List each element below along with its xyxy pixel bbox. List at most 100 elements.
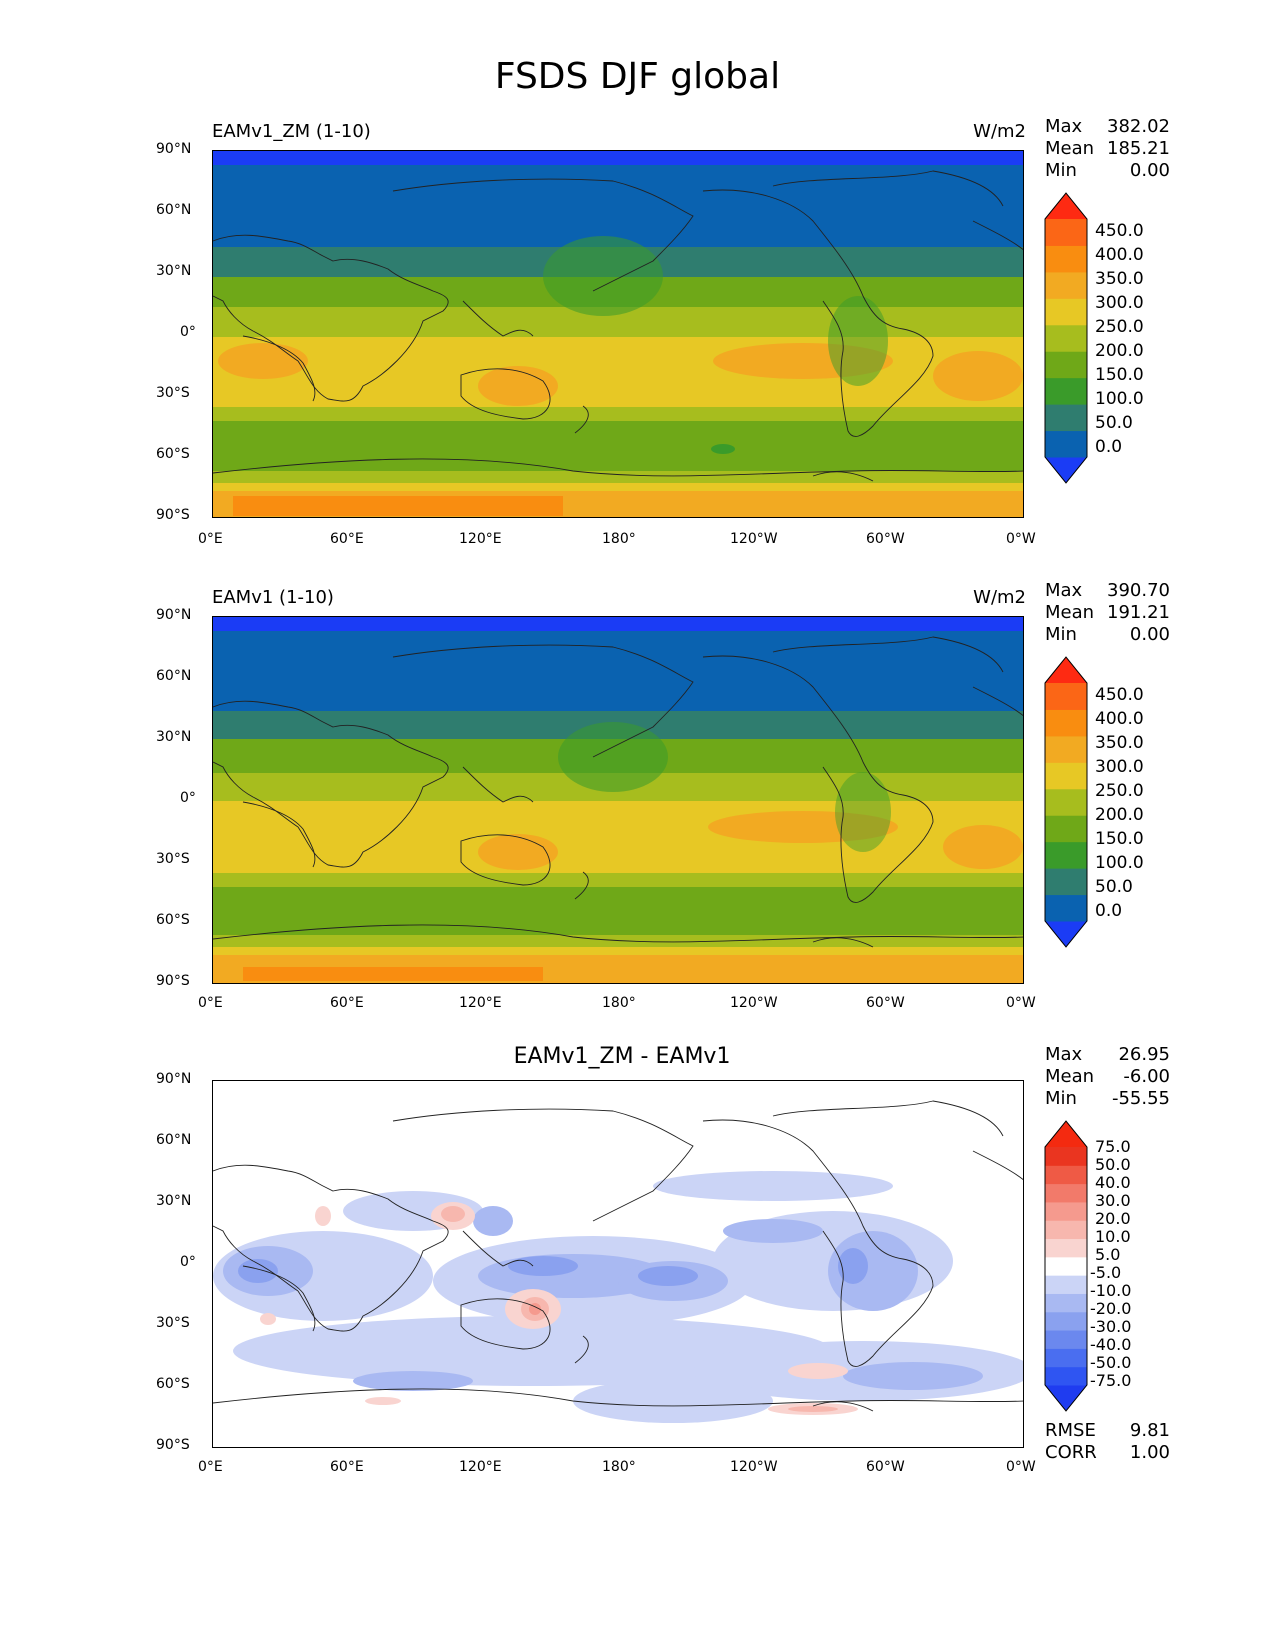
colorbar-segment <box>1045 735 1087 763</box>
panel3-cb-label: -5.0 <box>1090 1263 1122 1282</box>
panel3-cb-label: -40.0 <box>1090 1335 1132 1354</box>
colorbar-segment <box>1045 1311 1087 1331</box>
panel1-ytick: 30°S <box>156 385 190 401</box>
colorbar-segment <box>1045 841 1087 869</box>
colorbar-segment <box>1045 1183 1087 1203</box>
panel3-rmse-label: RMSE <box>1045 1420 1096 1441</box>
colorbar-segment <box>1045 219 1087 246</box>
panel3-cb-label: -20.0 <box>1090 1299 1132 1318</box>
colorbar-segment <box>1045 1165 1087 1185</box>
colorbar-segment <box>1045 1330 1087 1349</box>
panel3-cb-label: -10.0 <box>1090 1281 1132 1300</box>
panel1-max-label: Max <box>1045 116 1083 137</box>
colorbar-segment <box>1045 245 1087 273</box>
colorbar-segment <box>1045 1238 1087 1258</box>
panel3-cb-label: 5.0 <box>1095 1245 1121 1264</box>
figure-title: FSDS DJF global <box>494 56 781 97</box>
panel1-cb-label: 50.0 <box>1095 413 1133 433</box>
panel2-ytick: 0° <box>180 790 196 806</box>
panel3-xtick: 0°W <box>1006 1459 1036 1475</box>
panel3-title: EAMv1_ZM - EAMv1 <box>513 1044 731 1069</box>
panel1-title: EAMv1_ZM (1-10) <box>212 121 371 142</box>
panel1-cb-label: 100.0 <box>1095 389 1144 409</box>
panel2-cb-label: 400.0 <box>1095 709 1144 729</box>
panel3-colorbar <box>1044 1120 1088 1412</box>
panel3-xtick: 60°W <box>866 1459 905 1475</box>
colorbar-segment <box>1045 1366 1087 1386</box>
panel2-colorbar <box>1044 656 1088 948</box>
panel2-xtick: 60°W <box>866 995 905 1011</box>
colorbar-segment <box>1045 404 1087 432</box>
panel1-cb-label: 0.0 <box>1095 437 1123 457</box>
panel1-ytick: 30°N <box>156 263 192 279</box>
panel3-cb-label: 75.0 <box>1095 1137 1131 1156</box>
panel1-ytick: 60°N <box>156 202 192 218</box>
panel3-xtick: 60°E <box>330 1459 364 1475</box>
colorbar-segment <box>1045 1275 1087 1294</box>
colorbar-segment <box>1045 271 1087 299</box>
panel1-xtick: 60°E <box>330 531 364 547</box>
panel3-xtick: 0°E <box>198 1459 223 1475</box>
colorbar-segment <box>1045 377 1087 405</box>
panel2-xtick: 60°E <box>330 995 364 1011</box>
panel3-min-label: Min <box>1045 1088 1077 1109</box>
panel3-cb-label: 50.0 <box>1095 1155 1131 1174</box>
colorbar-extend-min <box>1045 1385 1087 1411</box>
panel1-ytick: 90°N <box>156 141 192 157</box>
colorbar-segment <box>1045 815 1087 843</box>
panel3-ytick: 0° <box>180 1254 196 1270</box>
panel2-mean-value: 191.21 <box>1107 602 1170 623</box>
panel2-cb-label: 350.0 <box>1095 733 1144 753</box>
colorbar-segment <box>1045 1201 1087 1221</box>
colorbar-outline <box>1044 656 1088 948</box>
panel1-ytick: 60°S <box>156 446 190 462</box>
panel1-units: W/m2 <box>973 121 1026 142</box>
panel2-xtick: 0°E <box>198 995 223 1011</box>
panel2-xtick: 180° <box>602 995 636 1011</box>
panel2-ytick: 30°S <box>156 851 190 867</box>
colorbar-segment <box>1045 1348 1087 1368</box>
panel3-ytick: 30°S <box>156 1315 190 1331</box>
panel2-units: W/m2 <box>973 587 1026 608</box>
panel2-min-label: Min <box>1045 624 1077 645</box>
colorbar-outline <box>1044 192 1088 484</box>
panel2-mean-label: Mean <box>1045 602 1095 623</box>
panel3-corr-value: 1.00 <box>1129 1442 1170 1463</box>
panel1-max-value: 382.02 <box>1107 116 1170 137</box>
panel2-ytick: 90°N <box>156 607 192 623</box>
panel3-xtick: 120°E <box>459 1459 502 1475</box>
panel2-cb-label: 300.0 <box>1095 757 1144 777</box>
panel1-ytick: 90°S <box>156 507 190 523</box>
panel3-mean-value: -6.00 <box>1123 1066 1170 1087</box>
panel3-ytick: 60°N <box>156 1132 192 1148</box>
panel1-cb-label: 300.0 <box>1095 293 1144 313</box>
panel1-cb-label: 450.0 <box>1095 221 1144 241</box>
panel1-mean-value: 185.21 <box>1107 138 1170 159</box>
panel1-xtick: 60°W <box>866 531 905 547</box>
panel2-ytick: 60°N <box>156 668 192 684</box>
panel1-xtick: 120°E <box>459 531 502 547</box>
colorbar-segment <box>1045 1220 1087 1240</box>
panel1-colorbar <box>1044 192 1088 484</box>
colorbar-outline <box>1044 1120 1088 1412</box>
panel2-min-value: 0.00 <box>1129 624 1170 645</box>
colorbar-segment <box>1045 1256 1087 1276</box>
colorbar-extend-min <box>1045 457 1087 483</box>
panel3-cb-label: -30.0 <box>1090 1317 1132 1336</box>
colorbar-segment <box>1045 1293 1087 1313</box>
colorbar-segment <box>1045 324 1087 352</box>
panel3-cb-label: -75.0 <box>1090 1371 1132 1390</box>
panel2-cb-label: 450.0 <box>1095 685 1144 705</box>
panel3-cb-label: 20.0 <box>1095 1209 1131 1228</box>
colorbar-segment <box>1045 430 1087 458</box>
panel1-cb-label: 150.0 <box>1095 365 1144 385</box>
panel2-ytick: 60°S <box>156 912 190 928</box>
panel1-cb-label: 200.0 <box>1095 341 1144 361</box>
colorbar-segment <box>1045 709 1087 737</box>
panel3-ytick: 30°N <box>156 1193 192 1209</box>
panel2-cb-label: 150.0 <box>1095 829 1144 849</box>
panel1-ytick: 0° <box>180 324 196 340</box>
panel2-map <box>212 616 1024 984</box>
panel2-cb-label: 0.0 <box>1095 901 1123 921</box>
panel1-map <box>212 150 1024 518</box>
